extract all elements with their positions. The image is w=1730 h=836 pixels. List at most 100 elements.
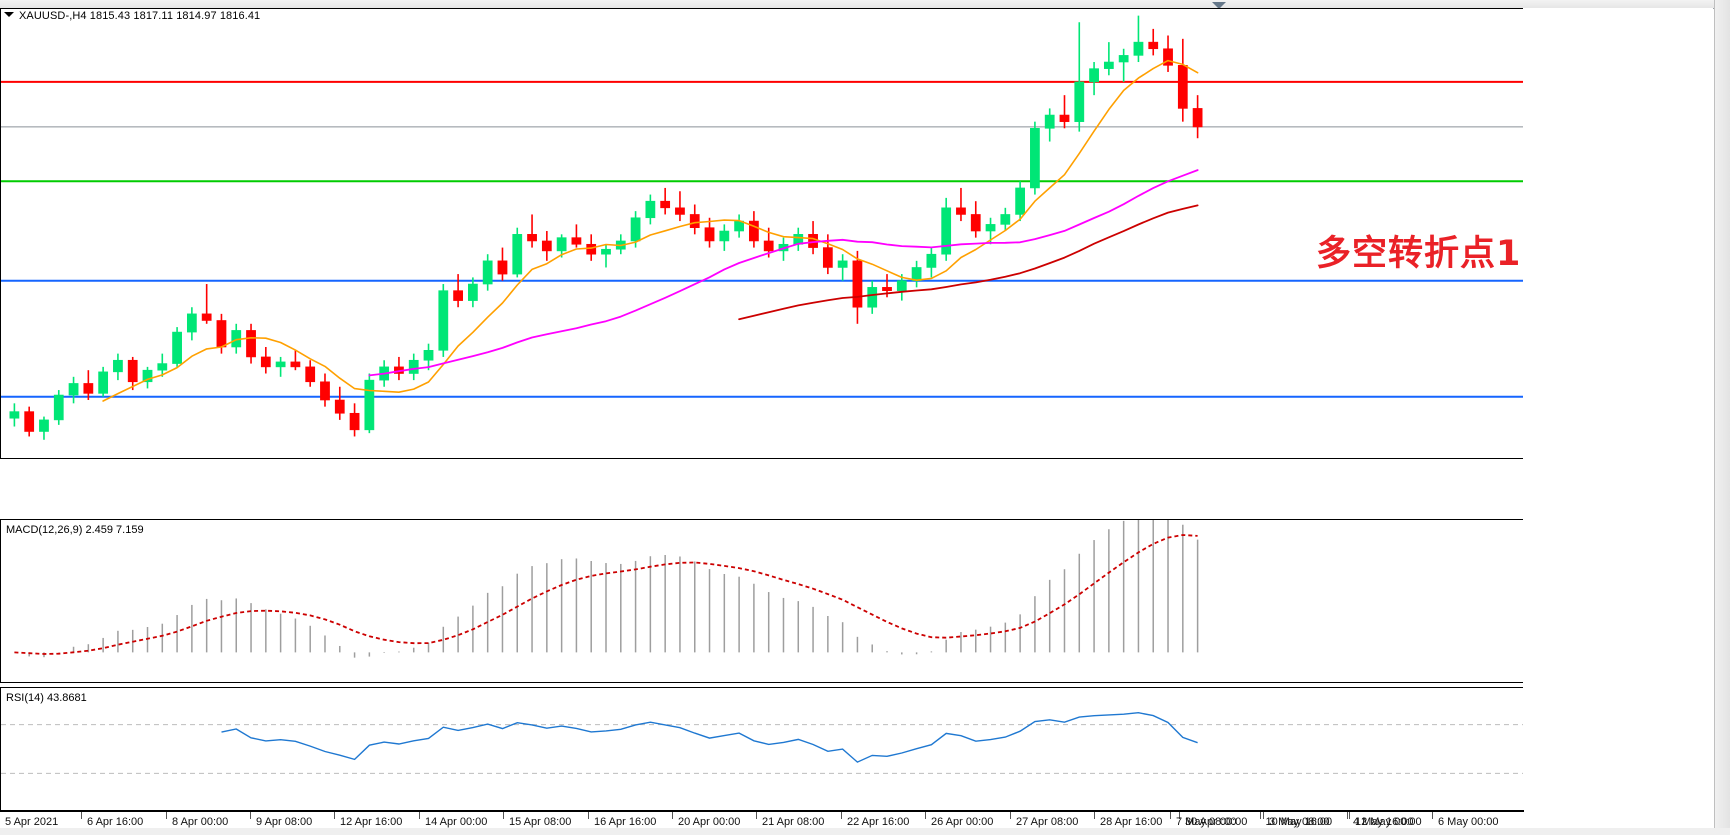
time-axis-label: 30 Apr 00:00 <box>1185 816 1248 828</box>
time-tick-mark <box>250 812 251 819</box>
time-axis-label: 27 Apr 08:00 <box>1016 816 1079 828</box>
candlestick <box>334 386 345 420</box>
time-axis-label: 3 May 08:00 <box>1269 816 1330 828</box>
time-axis-label: 4 May 16:00 <box>1353 816 1414 828</box>
candlestick <box>349 403 360 437</box>
time-axis-label: 12 Apr 16:00 <box>340 816 403 828</box>
candlestick <box>438 284 449 357</box>
time-tick-mark <box>1263 812 1264 819</box>
caret-down-icon[interactable] <box>4 12 14 17</box>
vertical-scrollbar[interactable] <box>1714 0 1730 835</box>
time-axis-label: 10 May 16:00 <box>1265 816 1333 828</box>
candlestick <box>556 234 567 258</box>
candlestick <box>113 353 123 381</box>
candlestick <box>468 277 478 308</box>
candlestick <box>364 373 375 434</box>
time-tick-mark <box>419 812 420 819</box>
macd-label: MACD(12,26,9) 2.459 7.159 <box>6 524 144 536</box>
candlestick <box>290 350 301 371</box>
time-axis-label: 15 Apr 08:00 <box>509 816 572 828</box>
time-tick-mark <box>1170 812 1171 819</box>
candlestick <box>142 366 153 389</box>
time-tick-mark <box>1179 812 1180 819</box>
candlestick <box>734 214 744 238</box>
time-axis-label: 26 Apr 00:00 <box>931 816 994 828</box>
time-tick-mark <box>503 812 504 819</box>
candlestick <box>39 416 49 440</box>
candlestick <box>837 254 848 281</box>
time-tick-mark <box>1259 812 1261 819</box>
time-tick-mark <box>1349 812 1350 819</box>
time-tick-mark <box>166 812 167 819</box>
time-tick-mark <box>756 812 757 819</box>
candlestick <box>1163 35 1173 72</box>
candlestick <box>645 194 656 225</box>
price-chart-panel[interactable] <box>0 8 1524 459</box>
candlestick <box>541 231 552 261</box>
candlestick <box>571 224 582 248</box>
candlestick <box>320 373 330 407</box>
macd-indicator-panel[interactable]: MACD(12,26,9) 2.459 7.159 <box>0 519 1524 683</box>
time-axis-label: 14 Apr 00:00 <box>425 816 488 828</box>
time-tick-mark <box>334 812 335 819</box>
candlestick <box>941 197 952 261</box>
candlestick <box>911 260 922 288</box>
candlestick <box>1192 95 1203 139</box>
candlestick <box>9 403 20 427</box>
candlestick <box>157 353 168 377</box>
rsi-line <box>221 711 1198 763</box>
time-axis-label: 9 Apr 08:00 <box>256 816 313 828</box>
candlestick <box>172 327 182 367</box>
candlestick <box>394 356 404 381</box>
candlestick <box>1015 181 1026 222</box>
time-tick-mark <box>81 812 82 819</box>
candlestick <box>1118 48 1129 82</box>
candlestick <box>186 307 197 341</box>
moving-average-ma-slow <box>738 204 1199 321</box>
moving-average-ma-fast <box>102 59 1199 402</box>
candlestick <box>83 370 94 401</box>
candlestick <box>1074 22 1085 132</box>
candlestick <box>512 227 523 278</box>
candlestick <box>1059 95 1070 129</box>
macd-signal-line <box>14 534 1198 655</box>
candlestick <box>24 406 35 437</box>
candlestick <box>1030 121 1040 195</box>
time-axis-label: 6 Apr 16:00 <box>87 816 144 828</box>
candlestick <box>896 274 907 301</box>
time-axis-label: 12 May 00:00 <box>1355 816 1422 828</box>
candlestick <box>1177 38 1188 122</box>
candlestick <box>527 214 537 248</box>
candlestick <box>719 224 730 251</box>
candlestick <box>408 353 419 381</box>
time-axis-label: 21 Apr 08:00 <box>762 816 825 828</box>
candlestick <box>98 366 109 397</box>
candlestick <box>749 211 759 248</box>
time-axis-label: 7 May 08:00 <box>1176 816 1237 828</box>
candlestick <box>867 280 878 314</box>
candlestick <box>1133 15 1144 63</box>
candlestick <box>1089 62 1099 96</box>
candlestick <box>956 187 966 222</box>
candlestick <box>660 187 671 215</box>
time-tick-mark <box>925 812 926 819</box>
price-scale[interactable]: 1847.851839.101822.101813.351804.851796.… <box>1523 8 1713 810</box>
rsi-indicator-panel[interactable]: RSI(14) 43.8681 <box>0 687 1524 811</box>
candlestick <box>497 247 508 281</box>
time-tick-mark <box>672 812 673 819</box>
time-tick-mark <box>841 812 842 819</box>
candlestick <box>852 250 863 324</box>
candlestick <box>1103 42 1114 76</box>
candlestick <box>675 191 685 222</box>
time-axis-label: 20 Apr 00:00 <box>678 816 741 828</box>
candlestick <box>1044 108 1055 142</box>
candlestick <box>970 201 981 238</box>
time-tick-mark <box>1432 812 1433 819</box>
candlestick <box>704 217 715 248</box>
chevron-down-icon[interactable] <box>1212 2 1226 9</box>
time-axis-label: 8 Apr 00:00 <box>172 816 229 828</box>
candlestick <box>260 346 271 374</box>
candlestick <box>201 284 212 324</box>
candlestick <box>127 356 138 391</box>
